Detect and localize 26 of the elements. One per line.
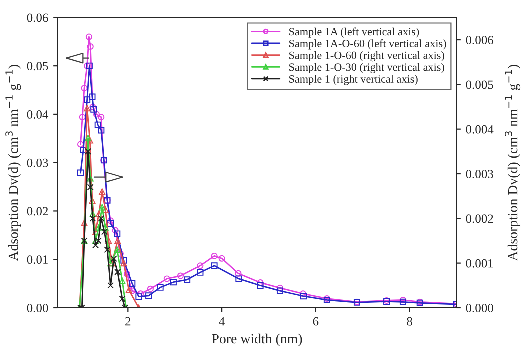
x-tick-label: 2 bbox=[126, 317, 131, 326]
legend-label: Sample 1-O-60 (right vertical axis) bbox=[290, 51, 444, 62]
y-tick-label: 0.06 bbox=[27, 14, 48, 22]
y-tick-label: 0.02 bbox=[27, 207, 48, 216]
y2-tick-label: 0.005 bbox=[466, 80, 494, 90]
x-tick-label: 6 bbox=[313, 317, 319, 326]
x-tick-label: 8 bbox=[407, 317, 412, 326]
y2-axis-title: Adsorption Dv(d) (cm$^{3}$ nm$^{−1}$ g$^{−1}$) bbox=[505, 65, 521, 262]
x-axis-title: Pore width (nm) bbox=[212, 334, 302, 346]
y-tick-label: 0.05 bbox=[27, 62, 48, 71]
y-tick-label: 0.03 bbox=[27, 158, 48, 168]
y2-tick-label: 0.001 bbox=[466, 259, 494, 268]
y-tick-label: 0.01 bbox=[27, 256, 48, 264]
legend-label: Sample 1-O-30 (right vertical axis) bbox=[290, 63, 444, 74]
y2-tick-label: 0.006 bbox=[466, 36, 494, 45]
y2-tick-label: 0.000 bbox=[466, 304, 494, 312]
y-tick-label: 0.00 bbox=[27, 304, 48, 312]
x-tick-label: 4 bbox=[219, 317, 225, 326]
y2-tick-label: 0.002 bbox=[466, 214, 494, 224]
legend-label: Sample 1 (right vertical axis) bbox=[290, 75, 418, 86]
y-tick-label: 0.04 bbox=[27, 110, 49, 119]
legend-label: Sample 1A (left vertical axis) bbox=[290, 28, 420, 38]
legend-label: Sample 1A-O-60 (left vertical axis) bbox=[290, 40, 446, 50]
y2-tick-label: 0.003 bbox=[466, 170, 494, 179]
y-axis-title: Adsorption Dv(d) (cm$^{3}$ nm$^{−1}$ g$^{−1}$) bbox=[6, 65, 22, 262]
y2-tick-label: 0.004 bbox=[466, 125, 494, 134]
